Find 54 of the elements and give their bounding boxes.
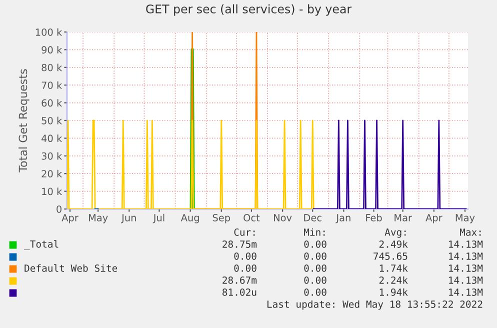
text: 14.13M — [449, 252, 483, 260]
x-tick-label: Jul — [152, 214, 164, 224]
y-tick-label: 20 k — [42, 170, 62, 178]
text: 14.13M — [449, 276, 483, 284]
x-tick-label: Feb — [366, 214, 382, 222]
text: 14.13M — [449, 240, 483, 248]
y-tick-label: 30 k — [42, 152, 62, 160]
y-tick-label: 80 k — [42, 64, 62, 72]
y-tick-label: 70 k — [42, 81, 62, 89]
y-tick-label: 90 k — [42, 46, 62, 54]
y-axis-title: Total Get Requests — [18, 69, 30, 172]
text: 2.49k — [379, 240, 408, 248]
legend-label: Default Web Site — [24, 264, 118, 272]
text: Max: — [460, 228, 481, 236]
y-tick-label: 50 k — [42, 116, 62, 124]
chart-title: GET per sec (all services) - by year — [146, 4, 352, 16]
text: 0.00 — [304, 252, 326, 260]
text: 1.74k — [380, 264, 408, 272]
x-tick-label: Oct — [244, 214, 260, 222]
y-tick-label: 60 k — [42, 99, 62, 107]
y-tick-label: 10 k — [42, 188, 62, 196]
text: Last update: Wed May 18 13:55:22 2022 — [267, 300, 482, 310]
y-tick-label: 40 k — [42, 134, 62, 142]
x-tick-label: May — [88, 214, 108, 224]
text: 14.13M — [449, 264, 483, 272]
text: 28.67m — [222, 276, 257, 284]
text: 745.65 — [374, 252, 408, 260]
x-tick-label: Apr — [426, 214, 442, 224]
text: 14.13M — [449, 288, 483, 296]
text: 0.00 — [304, 288, 326, 296]
x-tick-label: Jan — [336, 214, 350, 224]
y-tick-label: 100 k — [36, 28, 62, 36]
text: 0.00 — [304, 240, 326, 248]
text: Cur: — [234, 228, 255, 236]
x-tick-label: Mar — [394, 214, 412, 222]
text: Min: — [304, 228, 325, 236]
x-tick-label: Sep — [212, 214, 230, 224]
x-tick-label: Aug — [180, 214, 199, 224]
x-tick-label: Apr — [62, 214, 78, 224]
text: 2.24k — [379, 276, 408, 284]
text: 28.75m — [222, 240, 257, 248]
x-tick-label: Dec — [304, 214, 322, 222]
text: Avg: — [384, 228, 406, 238]
text: 0.00 — [304, 264, 326, 272]
x-tick-label: Nov — [274, 214, 292, 222]
x-tick-label: Jun — [121, 214, 136, 224]
text: 81.02u — [222, 288, 256, 296]
text: 0.00 — [234, 264, 256, 272]
text: 0.00 — [304, 276, 326, 284]
text: 0.00 — [234, 252, 256, 260]
y-tick-label: 0 — [56, 205, 62, 213]
text: 1.94k — [380, 288, 408, 296]
legend-label: _Total — [24, 240, 58, 250]
x-tick-label: May — [456, 214, 475, 224]
